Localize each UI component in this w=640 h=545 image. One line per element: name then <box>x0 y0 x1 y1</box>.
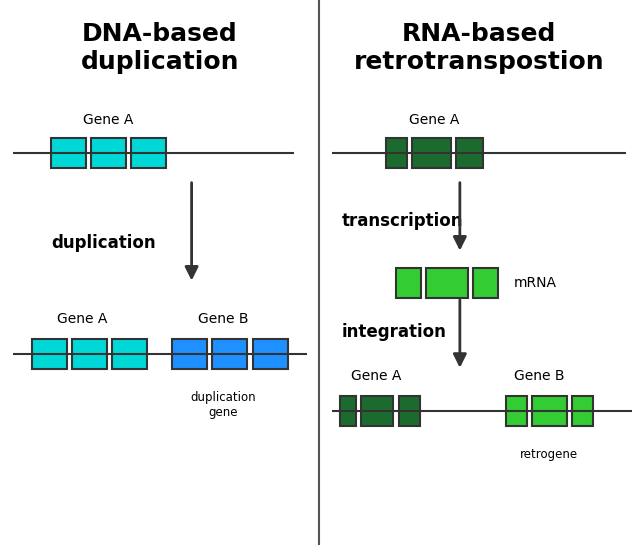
FancyBboxPatch shape <box>91 138 126 168</box>
FancyBboxPatch shape <box>253 339 288 370</box>
FancyBboxPatch shape <box>396 269 421 299</box>
Text: Gene A: Gene A <box>83 113 133 127</box>
Text: integration: integration <box>342 323 447 342</box>
Text: duplication: duplication <box>51 233 156 252</box>
FancyBboxPatch shape <box>112 339 147 370</box>
Text: transcription: transcription <box>342 211 463 230</box>
Text: RNA-based
retrotranspostion: RNA-based retrotranspostion <box>354 22 604 74</box>
Text: Gene A: Gene A <box>58 312 108 326</box>
FancyBboxPatch shape <box>51 138 86 168</box>
FancyBboxPatch shape <box>399 397 420 426</box>
FancyBboxPatch shape <box>172 339 207 370</box>
FancyBboxPatch shape <box>426 269 468 299</box>
FancyBboxPatch shape <box>456 138 483 168</box>
FancyBboxPatch shape <box>340 397 356 426</box>
Text: Gene A: Gene A <box>409 113 459 127</box>
Text: Gene B: Gene B <box>514 369 564 383</box>
Text: duplication
gene: duplication gene <box>191 391 257 419</box>
FancyBboxPatch shape <box>473 269 499 299</box>
Text: DNA-based
duplication: DNA-based duplication <box>81 22 239 74</box>
Text: retrogene: retrogene <box>520 448 579 461</box>
FancyBboxPatch shape <box>412 138 451 168</box>
Text: Gene A: Gene A <box>351 369 402 383</box>
FancyBboxPatch shape <box>506 397 527 426</box>
FancyBboxPatch shape <box>131 138 166 168</box>
FancyBboxPatch shape <box>212 339 248 370</box>
FancyBboxPatch shape <box>72 339 107 370</box>
Text: mRNA: mRNA <box>514 276 557 290</box>
FancyBboxPatch shape <box>362 397 394 426</box>
Text: Gene B: Gene B <box>198 312 248 326</box>
FancyBboxPatch shape <box>532 397 567 426</box>
FancyBboxPatch shape <box>572 397 593 426</box>
FancyBboxPatch shape <box>31 339 67 370</box>
FancyBboxPatch shape <box>386 138 407 168</box>
